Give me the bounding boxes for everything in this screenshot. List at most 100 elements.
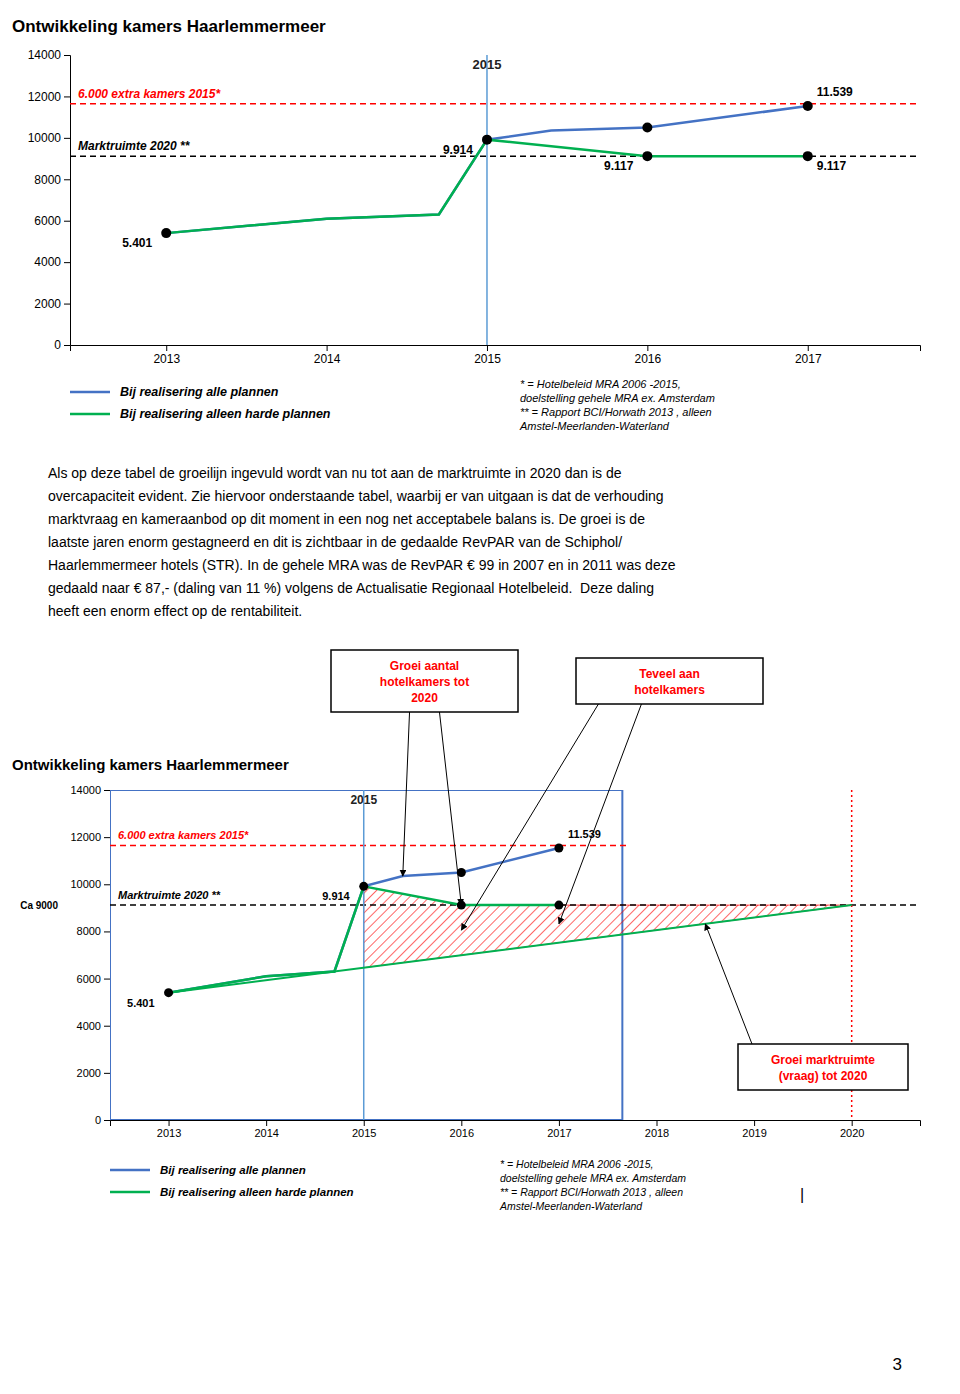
tick: 8000 (77, 925, 110, 937)
tick-mark (104, 837, 110, 838)
tick: 14000 (70, 784, 110, 796)
tick-mark (64, 345, 70, 346)
tick-label: 2014 (254, 1127, 278, 1139)
tick: 4000 (34, 255, 70, 269)
reference-label: Marktruimte 2020 ** (118, 889, 221, 901)
tick-mark (647, 345, 648, 351)
paragraph-line: laatste jaren enorm gestagneerd en dit i… (48, 534, 622, 550)
tick: 12000 (70, 831, 110, 843)
legend-swatch (70, 413, 110, 416)
tick-label: 6000 (34, 214, 61, 228)
tick-mark (64, 262, 70, 263)
tick-label: 2000 (77, 1067, 101, 1079)
tick: 2016 (450, 1120, 474, 1139)
paragraph-line: marktvraag en kameraanbod op dit moment … (48, 511, 645, 527)
tick-mark (104, 931, 110, 932)
line (169, 848, 559, 993)
tick-label: 2015 (352, 1127, 376, 1139)
annotation-line: hotelkamers tot (380, 675, 469, 689)
page: Ontwikkeling kamers Haarlemmermeer 2013 20… (0, 0, 960, 1394)
line (169, 905, 852, 993)
annotation-line: (vraag) tot 2020 (779, 1069, 868, 1083)
legend: Bij realisering alle plannenBij realiser… (110, 1164, 354, 1198)
tick-label: 8000 (77, 925, 101, 937)
tick: 2013 (157, 1120, 181, 1139)
footnote-line: Amstel-Meerlanden-Waterland (519, 420, 670, 432)
paragraph-line: Haarlemmermeer hotels (STR). In de gehel… (48, 557, 676, 573)
tick-mark (754, 1120, 755, 1126)
annotation-arrow (439, 712, 461, 905)
legend-swatch (110, 1169, 150, 1172)
chart-texts: 6.000 extra kamers 2015* Marktruimte 2020… (20, 793, 601, 1009)
annotation-line: 2020 (411, 691, 438, 705)
reference-label: 6.000 extra kamers 2015* (118, 829, 249, 841)
tick: 12000 (28, 90, 70, 104)
annotation: Groei aantalhotelkamers tot2020 (380, 659, 469, 705)
chart-texts: 6.000 extra kamers 2015*Marktruimte 2020… (78, 57, 853, 250)
tick-label: 2016 (450, 1127, 474, 1139)
tick-mark (104, 1073, 110, 1074)
tick-label: 2020 (840, 1127, 864, 1139)
chart-title: Ontwikkeling kamers Haarlemmermeer (12, 756, 289, 773)
axis-line (111, 1121, 921, 1127)
tick: 2017 (795, 345, 822, 366)
tick-mark (104, 884, 110, 885)
paragraph-line: heeft een enorm effect op de rentabilite… (48, 603, 302, 619)
annotation-arrow (559, 704, 642, 924)
legend: Bij realisering alle plannenBij realiser… (70, 385, 331, 421)
reference-line (486, 55, 488, 345)
tick-label: 4000 (77, 1020, 101, 1032)
tick: 10000 (70, 878, 110, 890)
footnote: * = Hotelbeleid MRA 2006 -2015,doelstell… (499, 1158, 686, 1212)
chart: 2013201420152016201720182019202002000400… (20, 784, 920, 1139)
tick-mark (169, 1120, 170, 1126)
axis-line (104, 791, 111, 1121)
footnote-line: doelstelling gehele MRA ex. Amsterdam (500, 1172, 686, 1184)
tick: 2017 (547, 1120, 571, 1139)
point (482, 135, 492, 145)
annotation-box (331, 650, 518, 712)
tick: 14000 (28, 48, 70, 62)
page-number: 3 (893, 1355, 902, 1374)
footnote-line: Amstel-Meerlanden-Waterland (499, 1200, 643, 1212)
tick-label: 2016 (635, 352, 662, 366)
data-label: 11.539 (817, 85, 853, 99)
tick-label: 0 (95, 1114, 101, 1126)
paragraph-line: overcapaciteit evident. Zie hiervoor ond… (48, 488, 664, 504)
annotations: Groei aantalhotelkamers tot2020Teveel aa… (331, 650, 908, 1090)
tick-mark (327, 345, 328, 351)
paragraph: Als op deze tabel de groeilijn ingevuld … (48, 465, 676, 619)
tick-mark (266, 1120, 267, 1126)
y-axis: 02000400060008000100001200014000 (28, 48, 71, 352)
y-axis: 02000400060008000100001200014000 (70, 784, 110, 1126)
point (164, 988, 173, 997)
tick-label: 2000 (34, 297, 61, 311)
tick-label: 2017 (795, 352, 822, 366)
data-label: 5.401 (122, 236, 152, 250)
plot-area (110, 790, 920, 1120)
axis-line (71, 346, 921, 352)
tick-mark (104, 1120, 110, 1121)
tick-mark (104, 979, 110, 980)
tick-label: 10000 (70, 878, 101, 890)
tick-mark (657, 1120, 658, 1126)
tick-label: 12000 (28, 90, 62, 104)
data-label: 9.117 (604, 159, 634, 173)
tick: 2015 (352, 1120, 376, 1139)
annotation-box (576, 658, 763, 704)
tick: 2020 (840, 1120, 864, 1139)
point (554, 844, 563, 853)
tick-mark (64, 96, 70, 97)
point (642, 151, 652, 161)
annotation-arrow (461, 704, 598, 930)
line (169, 886, 559, 992)
separator: | (800, 1186, 804, 1203)
tick-mark (364, 1120, 365, 1126)
annotation-line: Groei marktruimte (771, 1053, 875, 1067)
tick-label: 12000 (70, 831, 101, 843)
axis-line (64, 56, 71, 346)
area (364, 886, 852, 967)
point (161, 228, 171, 238)
legend-label: Bij realisering alleen harde plannen (160, 1186, 354, 1198)
tick-label: 2017 (547, 1127, 571, 1139)
